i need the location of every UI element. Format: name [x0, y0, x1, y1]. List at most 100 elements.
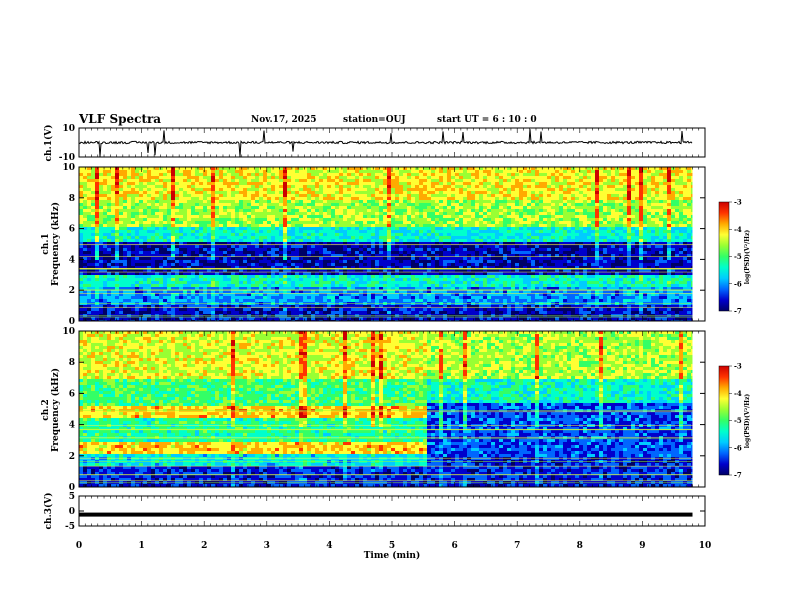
spectrogram-cell [295, 269, 299, 272]
spectrogram-cell [315, 287, 319, 290]
spectrogram-cell [159, 218, 163, 221]
spectrogram-cell [359, 245, 363, 248]
spectrogram-cell [335, 224, 339, 227]
spectrogram-cell [283, 212, 287, 215]
spectrogram-cell [447, 284, 451, 287]
spectrogram-cell [275, 275, 279, 278]
spectrogram-cell [155, 218, 159, 221]
spectrogram-cell [391, 311, 395, 314]
spectrogram-cell [131, 188, 135, 191]
spectrogram-cell [375, 176, 379, 179]
spectrogram-cell [379, 236, 383, 239]
spectrogram-cell [439, 173, 443, 176]
spectrogram-cell [343, 215, 347, 218]
spectrogram-cell [423, 221, 427, 224]
spectrogram-cell [459, 221, 463, 224]
spectrogram-cell [403, 290, 407, 293]
spectrogram-cell [299, 287, 303, 290]
spectrogram-cell [255, 317, 259, 320]
spectrogram-cell [203, 200, 207, 203]
spectrogram-cell [243, 203, 247, 206]
spectrogram-cell [187, 245, 191, 248]
spectrogram-cell [319, 311, 323, 314]
spectrogram-cell [271, 209, 275, 212]
spectrogram-cell [95, 230, 99, 233]
spectrogram-cell [143, 263, 147, 266]
spectrogram-cell [231, 266, 235, 269]
spectrogram-cell [383, 263, 387, 266]
spectrogram-cell [283, 215, 287, 218]
spectrogram-cell [223, 218, 227, 221]
spectrogram-cell [227, 275, 231, 278]
spectrogram-cell [323, 203, 327, 206]
spectrogram-cell [363, 230, 367, 233]
spectrogram-cell [279, 260, 283, 263]
spectrogram-cell [115, 182, 119, 185]
spectrogram-cell [447, 224, 451, 227]
spectrogram-cell [379, 206, 383, 209]
spectrogram-cell [119, 170, 123, 173]
spectrogram-cell [183, 200, 187, 203]
spectrogram-cell [107, 266, 111, 269]
spectrogram-cell [371, 221, 375, 224]
spectrogram-cell [187, 230, 191, 233]
spectrogram-cell [131, 314, 135, 317]
spectrogram-cell [403, 212, 407, 215]
spectrogram-cell [123, 290, 127, 293]
spectrogram-cell [335, 275, 339, 278]
spectrogram-cell [351, 242, 355, 245]
spectrogram-cell [119, 227, 123, 230]
spectrogram-cell [267, 230, 271, 233]
spectrogram-cell [367, 212, 371, 215]
spectrogram-cell [319, 275, 323, 278]
spectrogram-cell [179, 176, 183, 179]
spectrogram-cell [219, 260, 223, 263]
spectrogram-cell [79, 191, 83, 194]
spectrogram-cell [219, 197, 223, 200]
spectrogram-cell [307, 224, 311, 227]
spectrogram-cell [183, 314, 187, 317]
spectrogram-cell [267, 233, 271, 236]
spectrogram-cell [283, 233, 287, 236]
spectrogram-cell [299, 317, 303, 320]
spectrogram-cell [151, 290, 155, 293]
spectrogram-cell [351, 266, 355, 269]
spectrogram-cell [143, 242, 147, 245]
spectrogram-cell [455, 206, 459, 209]
spectrogram-cell [175, 179, 179, 182]
spectrogram-cell [431, 242, 435, 245]
spectrogram-cell [419, 227, 423, 230]
spectrogram-cell [79, 224, 83, 227]
spectrogram-cell [135, 194, 139, 197]
spectrogram-cell [231, 176, 235, 179]
spectrogram-cell [407, 308, 411, 311]
spectrogram-cell [263, 254, 267, 257]
spectrogram-cell [435, 266, 439, 269]
spectrogram-cell [91, 290, 95, 293]
spectrogram-cell [399, 170, 403, 173]
spectrogram-cell [239, 263, 243, 266]
spectrogram-cell [427, 179, 431, 182]
spectrogram-cell [215, 257, 219, 260]
spectrogram-cell [251, 248, 255, 251]
spectrogram-cell [423, 173, 427, 176]
start-ut-label: start UT = 6 : 10 : 0 [437, 115, 537, 125]
spectrogram-cell [267, 236, 271, 239]
spectrogram-cell [407, 179, 411, 182]
spectrogram-cell [231, 272, 235, 275]
spectrogram-cell [455, 191, 459, 194]
spectrogram-cell [283, 227, 287, 230]
spectrogram-cell [119, 221, 123, 224]
spectrogram-cell [159, 260, 163, 263]
spectrogram-cell [171, 260, 175, 263]
spectrogram-cell [211, 176, 215, 179]
spectrogram-cell [447, 293, 451, 296]
spectrogram-cell [287, 176, 291, 179]
spectrogram-cell [407, 206, 411, 209]
spectrogram-cell [279, 236, 283, 239]
spectrogram-cell [159, 287, 163, 290]
spectrogram-cell [423, 248, 427, 251]
spectrogram-cell [247, 266, 251, 269]
spectrogram-cell [79, 173, 83, 176]
spectrogram-cell [159, 257, 163, 260]
